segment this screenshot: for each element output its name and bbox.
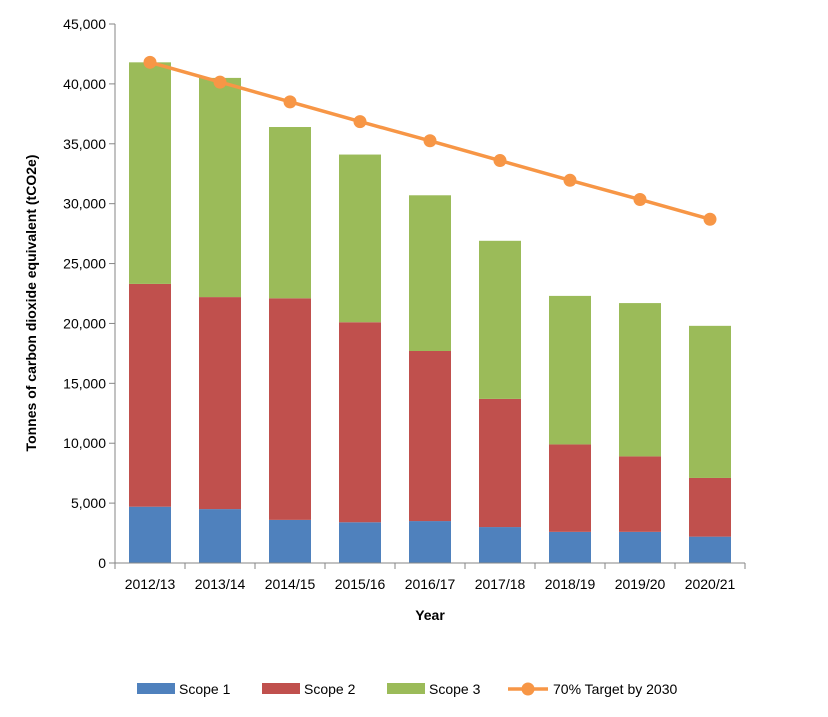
y-tick-label: 30,000 bbox=[63, 196, 106, 212]
legend-label-70-target-by-2030: 70% Target by 2030 bbox=[553, 681, 677, 697]
y-tick-label: 15,000 bbox=[63, 375, 106, 391]
bar-scope-1 bbox=[549, 531, 591, 563]
y-axis-title: Tonnes of carbon dioxide equivalent (tCO… bbox=[23, 155, 39, 452]
y-tick-label: 5,000 bbox=[71, 495, 106, 511]
legend-marker-70-target-by-2030 bbox=[521, 682, 535, 696]
target-point bbox=[353, 115, 367, 129]
bar-scope-2 bbox=[269, 298, 311, 520]
y-tick-label: 45,000 bbox=[63, 16, 106, 32]
bar-scope-3 bbox=[619, 303, 661, 457]
bar-scope-2 bbox=[689, 477, 731, 537]
bar-scope-1 bbox=[199, 509, 241, 563]
legend-label-scope-1: Scope 1 bbox=[179, 681, 231, 697]
bar-scope-3 bbox=[199, 77, 241, 298]
bar-scope-1 bbox=[129, 506, 171, 563]
target-point bbox=[493, 154, 507, 168]
bar-scope-3 bbox=[549, 295, 591, 445]
bar-scope-2 bbox=[479, 398, 521, 528]
target-point bbox=[563, 173, 577, 187]
bar-scope-2 bbox=[339, 322, 381, 523]
x-tick-label: 2014/15 bbox=[265, 576, 316, 592]
legend-label-scope-2: Scope 2 bbox=[304, 681, 356, 697]
bar-scope-2 bbox=[549, 444, 591, 532]
x-tick-label: 2018/19 bbox=[545, 576, 596, 592]
x-tick-label: 2016/17 bbox=[405, 576, 456, 592]
bar-scope-2 bbox=[409, 350, 451, 522]
target-point bbox=[703, 212, 717, 226]
y-tick-label: 40,000 bbox=[63, 76, 106, 92]
bar-scope-3 bbox=[409, 195, 451, 351]
bar-scope-2 bbox=[129, 283, 171, 507]
legend-label-scope-3: Scope 3 bbox=[429, 681, 481, 697]
y-tick-label: 25,000 bbox=[63, 256, 106, 272]
legend-swatch-scope-1 bbox=[137, 683, 175, 694]
legend-swatch-scope-3 bbox=[387, 683, 425, 694]
x-tick-label: 2012/13 bbox=[125, 576, 176, 592]
bar-scope-1 bbox=[339, 522, 381, 563]
bar-scope-1 bbox=[619, 531, 661, 563]
target-point bbox=[213, 75, 227, 89]
x-tick-label: 2015/16 bbox=[335, 576, 386, 592]
x-axis-title: Year bbox=[415, 607, 445, 623]
target-point bbox=[633, 192, 647, 206]
y-tick-label: 0 bbox=[98, 555, 106, 571]
x-tick-label: 2017/18 bbox=[475, 576, 526, 592]
bar-scope-2 bbox=[619, 456, 661, 532]
y-tick-label: 20,000 bbox=[63, 315, 106, 331]
bar-scope-1 bbox=[409, 521, 451, 563]
target-point bbox=[143, 55, 157, 69]
x-tick-label: 2019/20 bbox=[615, 576, 666, 592]
bar-scope-3 bbox=[479, 240, 521, 399]
bar-scope-1 bbox=[689, 536, 731, 563]
target-point bbox=[423, 134, 437, 148]
bar-scope-2 bbox=[199, 297, 241, 510]
bar-scope-3 bbox=[339, 154, 381, 323]
bar-scope-3 bbox=[129, 62, 171, 284]
bar-scope-1 bbox=[269, 519, 311, 563]
legend-swatch-scope-2 bbox=[262, 683, 300, 694]
bar-scope-1 bbox=[479, 527, 521, 563]
y-tick-label: 10,000 bbox=[63, 435, 106, 451]
y-tick-label: 35,000 bbox=[63, 136, 106, 152]
target-point bbox=[283, 95, 297, 109]
bar-scope-3 bbox=[269, 127, 311, 299]
bar-scope-3 bbox=[689, 325, 731, 478]
x-tick-label: 2013/14 bbox=[195, 576, 246, 592]
x-tick-label: 2020/21 bbox=[685, 576, 736, 592]
